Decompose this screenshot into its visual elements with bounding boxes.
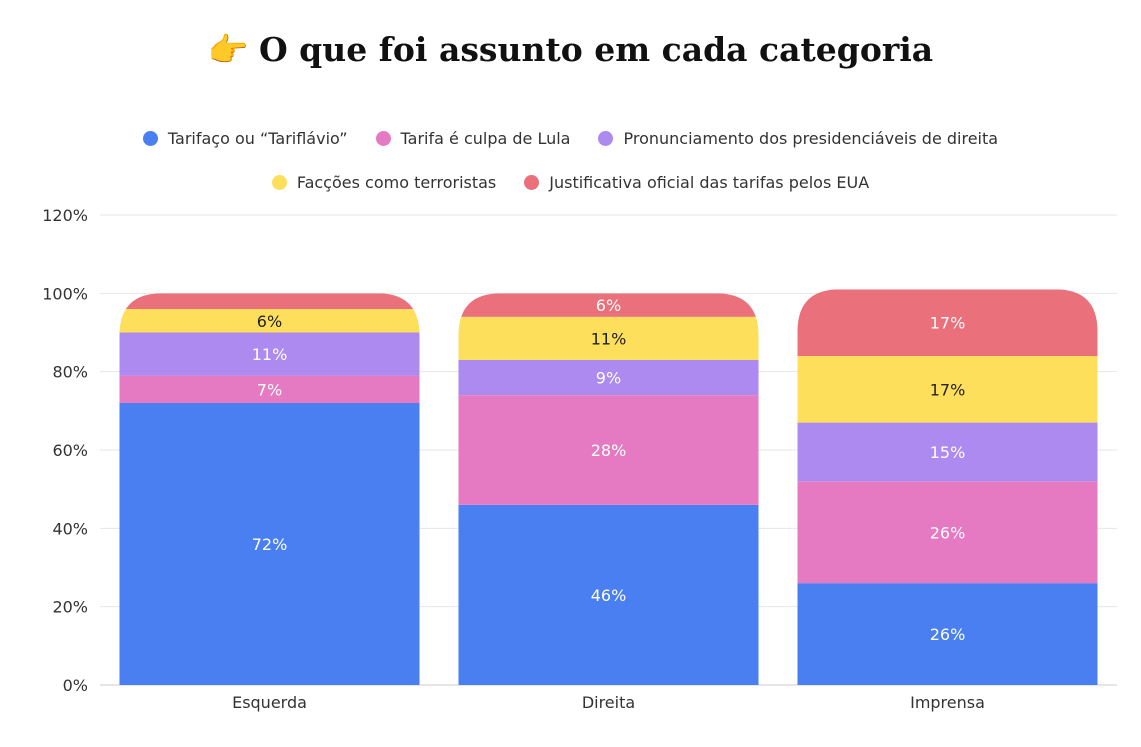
x-tick-label: Esquerda [232, 693, 307, 712]
bar-segment [797, 422, 1098, 482]
bar-segment [119, 332, 420, 376]
pointing-hand-icon: 👉 [207, 30, 249, 69]
bar-segment [458, 504, 759, 685]
data-label: 15% [930, 443, 966, 462]
y-tick-label: 0% [63, 676, 88, 695]
y-tick-label: 60% [52, 441, 88, 460]
bar-segment [797, 289, 1098, 356]
legend-row-2: Facções como terroristas Justificativa o… [0, 166, 1141, 198]
bar-segment [797, 583, 1098, 685]
legend-item: Justificativa oficial das tarifas pelos … [524, 173, 869, 192]
stacked-bar-imprensa [797, 289, 1098, 685]
data-label: 11% [252, 345, 288, 364]
stacked-bar-esquerda [119, 293, 420, 685]
data-label: 28% [591, 441, 627, 460]
bar-segment [119, 375, 420, 403]
data-label: 26% [930, 523, 966, 542]
data-label: 17% [930, 380, 966, 399]
bar-segment [797, 481, 1098, 584]
stacked-bar-direita [458, 293, 759, 685]
bar-segment [458, 359, 759, 396]
data-label: 6% [257, 312, 282, 331]
x-tick-label: Direita [582, 693, 635, 712]
data-label: 6% [596, 296, 621, 315]
data-label: 26% [930, 625, 966, 644]
bar-segment [797, 356, 1098, 423]
legend-marker [375, 130, 391, 146]
y-tick-label: 40% [52, 519, 88, 538]
y-tick-label: 100% [42, 284, 88, 303]
legend-item: Tarifaço ou “Tariflávio” [142, 128, 348, 148]
bar-segment [458, 395, 759, 505]
legend-item: Tarifa é culpa de Lula [375, 128, 571, 148]
legend-label: Facções como terroristas [296, 172, 497, 192]
y-tick-label: 80% [52, 363, 88, 382]
legend-label: Tarifa é culpa de Lula [400, 128, 571, 148]
data-label: 9% [596, 369, 621, 388]
legend-label: Pronunciamento dos presidenciáveis de di… [623, 128, 999, 148]
legend-marker [598, 130, 614, 146]
data-label: 17% [930, 314, 966, 333]
legend-item: Facções como terroristas [271, 172, 497, 192]
y-tick-label: 120% [42, 206, 88, 225]
legend-marker [271, 174, 287, 190]
legend-item: Pronunciamento dos presidenciáveis de di… [598, 129, 998, 148]
bar-segment [458, 293, 759, 317]
chart-title: 👉 O que foi assunto em cada categoria [0, 30, 1141, 70]
data-label: 11% [591, 329, 627, 348]
y-tick-label: 20% [52, 598, 88, 617]
data-label: 46% [591, 586, 627, 605]
bar-segment [119, 403, 420, 685]
data-label: 72% [252, 535, 288, 554]
bar-segment [119, 309, 420, 333]
legend-marker [142, 130, 158, 146]
bar-segment [458, 316, 759, 360]
data-label: 7% [257, 380, 282, 399]
legend-label: Justificativa oficial das tarifas pelos … [549, 172, 870, 192]
legend: Tarifaço ou “Tariflávio” Tarifa é culpa … [0, 122, 1141, 210]
legend-row-1: Tarifaço ou “Tariflávio” Tarifa é culpa … [0, 122, 1141, 154]
x-tick-label: Imprensa [910, 693, 985, 712]
legend-label: Tarifaço ou “Tariflávio” [167, 128, 348, 148]
chart-title-text: O que foi assunto em cada categoria [258, 30, 934, 69]
bar-segment [119, 293, 420, 309]
legend-marker [524, 174, 540, 190]
